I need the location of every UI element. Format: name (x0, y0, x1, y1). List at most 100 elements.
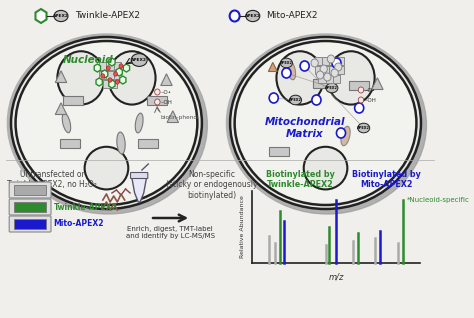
FancyBboxPatch shape (99, 62, 107, 70)
Circle shape (358, 97, 364, 103)
FancyBboxPatch shape (60, 139, 80, 148)
FancyBboxPatch shape (333, 75, 340, 83)
Polygon shape (96, 78, 102, 86)
Circle shape (355, 103, 364, 113)
Polygon shape (55, 103, 67, 114)
Polygon shape (167, 111, 179, 122)
Polygon shape (132, 178, 146, 202)
Ellipse shape (228, 36, 427, 214)
Ellipse shape (358, 123, 370, 133)
Text: Twinkle-APEX2: Twinkle-APEX2 (74, 11, 140, 20)
Circle shape (324, 73, 331, 81)
Ellipse shape (235, 41, 417, 205)
Ellipse shape (231, 38, 420, 208)
FancyBboxPatch shape (147, 95, 167, 105)
Polygon shape (161, 74, 172, 86)
FancyBboxPatch shape (329, 57, 337, 65)
Circle shape (300, 61, 309, 71)
Text: Mito-APEX2: Mito-APEX2 (266, 11, 318, 20)
FancyBboxPatch shape (138, 139, 158, 148)
Ellipse shape (108, 51, 155, 105)
Text: ‒OH: ‒OH (161, 100, 173, 105)
FancyBboxPatch shape (99, 71, 107, 79)
FancyBboxPatch shape (103, 80, 110, 88)
Text: ‒OH: ‒OH (365, 98, 376, 102)
Circle shape (106, 66, 110, 70)
Text: APEX2: APEX2 (131, 58, 147, 62)
Polygon shape (372, 78, 383, 89)
Text: APEX2: APEX2 (245, 14, 261, 18)
Circle shape (108, 78, 112, 82)
FancyBboxPatch shape (114, 62, 121, 70)
FancyBboxPatch shape (9, 216, 51, 232)
Ellipse shape (8, 34, 206, 212)
Text: ‒O•: ‒O• (365, 87, 376, 93)
Circle shape (358, 87, 364, 93)
FancyBboxPatch shape (107, 62, 114, 70)
FancyBboxPatch shape (9, 199, 51, 215)
FancyBboxPatch shape (14, 202, 46, 212)
FancyBboxPatch shape (349, 80, 369, 89)
FancyBboxPatch shape (313, 79, 333, 87)
Polygon shape (109, 58, 115, 66)
Text: Untransfected or
Twinkle-APEX2, no H₂O₂: Untransfected or Twinkle-APEX2, no H₂O₂ (7, 170, 97, 190)
Polygon shape (116, 68, 122, 76)
Ellipse shape (341, 126, 350, 146)
FancyBboxPatch shape (337, 66, 344, 74)
Polygon shape (119, 76, 126, 84)
Circle shape (312, 95, 321, 105)
Text: Non-specific
(sticky or endogenously
biotinylated): Non-specific (sticky or endogenously bio… (166, 170, 258, 200)
FancyBboxPatch shape (315, 57, 322, 65)
Ellipse shape (57, 51, 105, 105)
Text: APEX2: APEX2 (326, 86, 338, 90)
FancyBboxPatch shape (130, 172, 148, 178)
FancyBboxPatch shape (322, 57, 329, 65)
Circle shape (332, 58, 341, 68)
Ellipse shape (304, 147, 347, 190)
Circle shape (335, 63, 342, 71)
Polygon shape (55, 71, 67, 82)
Text: APEX2: APEX2 (280, 61, 293, 65)
Text: ‒O•: ‒O• (161, 89, 172, 94)
Text: Enrich, digest, TMT-label
and identify by LC-MS/MS: Enrich, digest, TMT-label and identify b… (126, 226, 215, 239)
Circle shape (328, 55, 335, 63)
Text: APEX2: APEX2 (357, 126, 370, 130)
Text: Relative Abundance: Relative Abundance (240, 196, 245, 259)
Circle shape (114, 72, 118, 76)
Ellipse shape (290, 95, 301, 105)
Ellipse shape (276, 51, 324, 105)
FancyBboxPatch shape (315, 66, 322, 74)
Polygon shape (109, 80, 115, 88)
Circle shape (229, 10, 240, 22)
Text: Biotinylated by
Mito-APEX2: Biotinylated by Mito-APEX2 (352, 170, 421, 190)
Ellipse shape (85, 147, 128, 190)
Ellipse shape (16, 41, 197, 205)
Ellipse shape (328, 51, 374, 105)
Text: Twinkle-APEX2: Twinkle-APEX2 (54, 203, 118, 211)
Ellipse shape (135, 113, 143, 133)
Polygon shape (94, 64, 100, 72)
Polygon shape (268, 62, 277, 72)
Ellipse shape (131, 54, 147, 66)
Ellipse shape (326, 83, 338, 93)
Circle shape (282, 68, 291, 78)
FancyBboxPatch shape (322, 66, 329, 74)
Circle shape (320, 65, 328, 73)
Circle shape (337, 128, 346, 138)
Ellipse shape (9, 36, 207, 214)
Text: biotin-phenol: biotin-phenol (161, 115, 200, 121)
FancyBboxPatch shape (326, 75, 333, 83)
Circle shape (317, 71, 324, 79)
FancyBboxPatch shape (110, 80, 118, 88)
Ellipse shape (62, 113, 71, 133)
Circle shape (155, 99, 160, 105)
Ellipse shape (117, 132, 125, 154)
Circle shape (115, 80, 119, 84)
FancyBboxPatch shape (318, 75, 326, 83)
Text: Mitochondrial
Matrix: Mitochondrial Matrix (264, 117, 345, 139)
Text: Biotinylated by
Twinkle-APEX2: Biotinylated by Twinkle-APEX2 (265, 170, 335, 190)
FancyBboxPatch shape (337, 57, 344, 65)
FancyBboxPatch shape (107, 71, 114, 79)
Ellipse shape (246, 10, 260, 22)
Circle shape (311, 59, 318, 67)
